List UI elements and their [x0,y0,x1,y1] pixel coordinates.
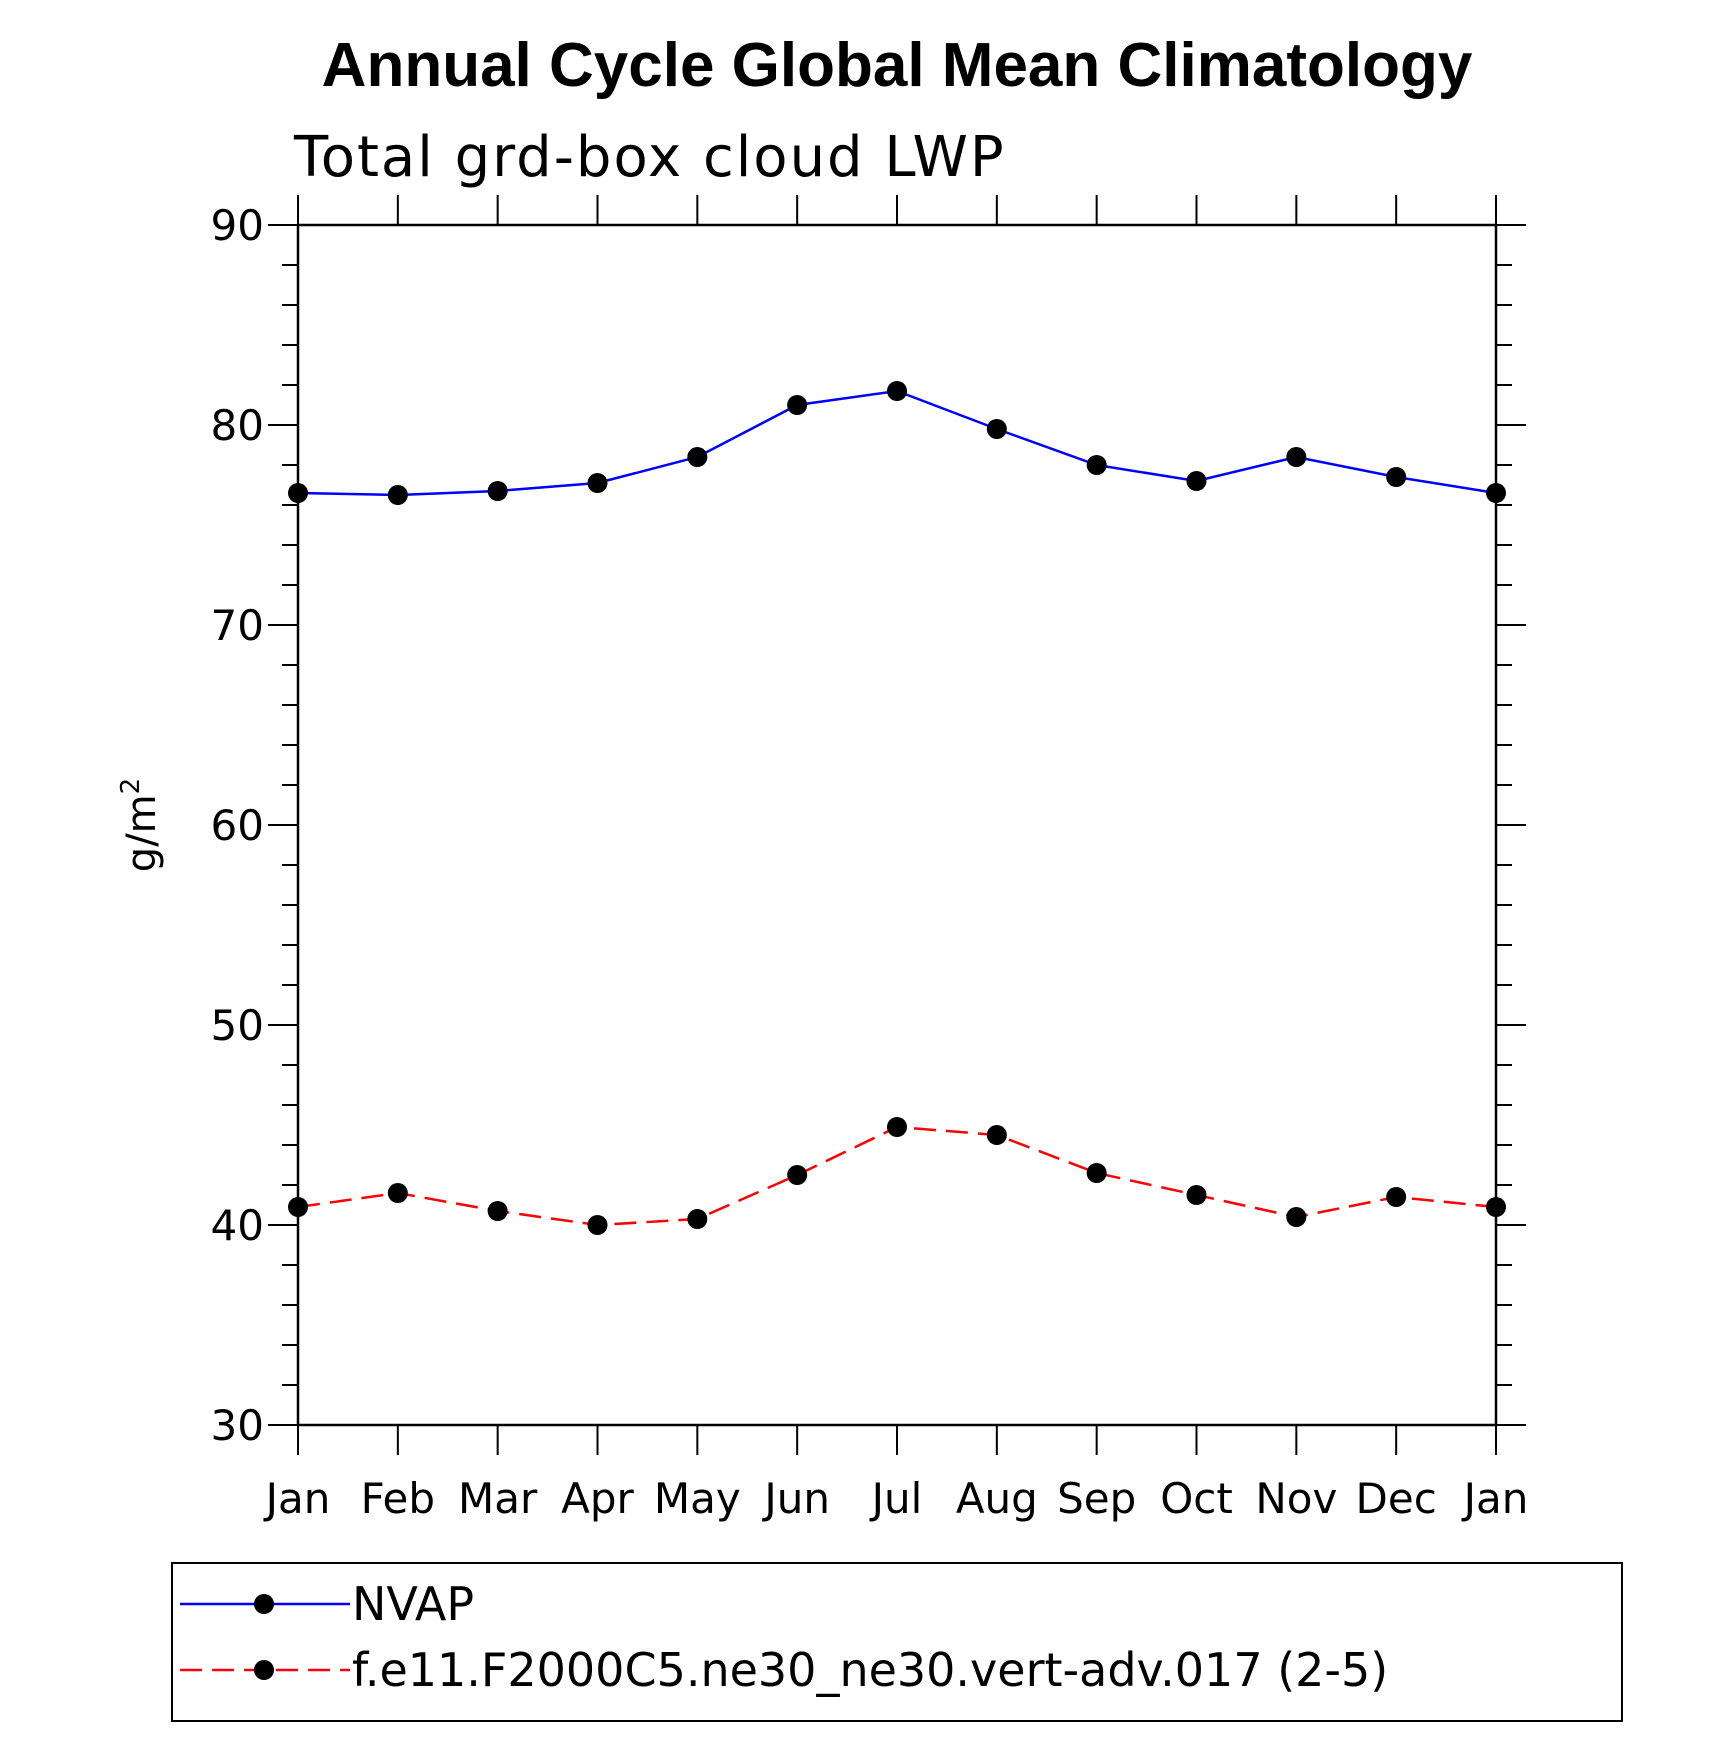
series-2 [288,1117,1506,1235]
y-tick-label: 40 [211,1201,264,1250]
data-point [1286,1207,1307,1227]
plot-frame [296,223,1498,1427]
data-point [288,483,308,503]
data-point [387,1183,408,1203]
data-point [487,1201,508,1221]
series-line [297,1125,1497,1227]
data-point [687,1209,708,1229]
data-point [1186,1185,1207,1205]
x-tick-label: Jan [263,1474,331,1523]
data-point [1486,1197,1506,1217]
y-tick-label: 30 [211,1401,264,1450]
data-point [587,1215,608,1235]
legend: NVAP f.e11.F2000C5.ne30_ne30.vert-adv.017… [171,1562,1623,1722]
data-point [1386,1187,1407,1207]
x-tick-label: Aug [956,1474,1038,1523]
data-point [887,1117,907,1137]
data-point [1086,1163,1107,1183]
legend-box [171,1562,1623,1722]
x-tick-label: Jul [869,1474,923,1523]
x-tick-label: Jan [1461,1474,1529,1523]
data-point [387,485,408,505]
chart-subtitle: Total grd-box cloud LWP [293,125,1006,190]
y-tick-label: 80 [211,401,264,450]
x-tick-label: Mar [458,1474,538,1523]
data-point [487,481,508,501]
legend-marker [254,1594,274,1614]
data-point [1286,447,1307,467]
legend-marker [254,1660,274,1680]
data-point [787,395,808,415]
y-tick-label: 60 [211,801,264,850]
x-tick-label: Jun [761,1474,830,1523]
series-line [297,389,1497,497]
data-point [1086,455,1107,475]
data-point [1386,467,1407,487]
series-layer [288,381,1506,1235]
x-tick-label: Apr [561,1474,634,1523]
legend-label: f.e11.F2000C5.ne30_ne30.vert-adv.017 (2-… [352,1643,1388,1697]
x-tick-label: Feb [361,1474,435,1523]
data-point [1186,471,1207,491]
series-1 [288,381,1506,505]
data-point [587,473,608,493]
y-tick-label: 70 [211,601,264,650]
x-tick-label: Oct [1160,1474,1233,1523]
data-point [288,1197,308,1217]
data-point [986,419,1007,439]
y-tick-label: 90 [211,201,264,250]
y-tick-label: 50 [211,1001,264,1050]
data-point [1486,483,1506,503]
x-tick-label: Sep [1057,1474,1136,1523]
chart-title: Annual Cycle Global Mean Climatology [322,31,1473,100]
legend-label: NVAP [352,1577,474,1631]
data-point [887,381,907,401]
x-tick-label: May [654,1474,741,1523]
data-point [787,1165,808,1185]
data-point [986,1125,1007,1145]
x-tick-label: Dec [1356,1474,1437,1523]
axes: 30 40 50 60 70 80 90 Jan Feb Mar Apr May Jun Jul Aug Se… [116,195,1528,1523]
y-axis-label: g/m2 [116,778,165,872]
data-point [687,447,708,467]
x-tick-label: Nov [1255,1474,1337,1523]
